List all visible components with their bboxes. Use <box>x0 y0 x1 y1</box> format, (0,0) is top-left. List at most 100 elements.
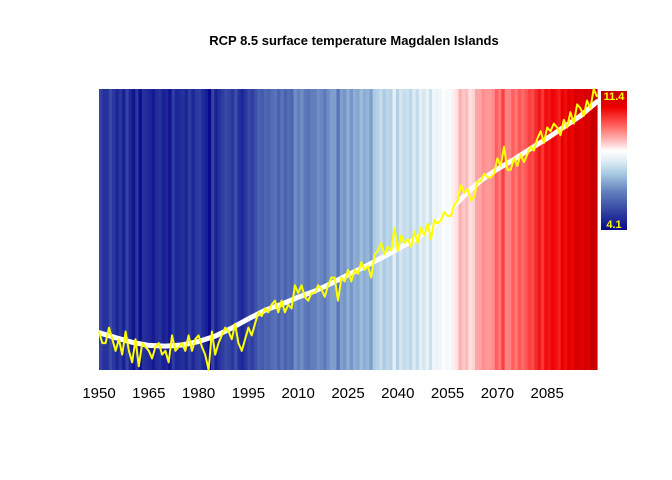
stripe-2069 <box>491 89 496 370</box>
stripe-2052 <box>435 89 440 370</box>
stripe-1995 <box>247 89 252 370</box>
stripe-2029 <box>359 89 364 370</box>
stripe-1972 <box>171 89 176 370</box>
stripe-2027 <box>352 89 357 370</box>
stripe-2063 <box>471 89 476 370</box>
stripe-1989 <box>227 89 232 370</box>
stripe-2068 <box>488 89 493 370</box>
stripe-2028 <box>356 89 361 370</box>
stripe-2099 <box>590 89 595 370</box>
stripe-2023 <box>339 89 344 370</box>
stripe-1987 <box>221 89 225 370</box>
stripe-2061 <box>465 89 469 370</box>
stripe-2002 <box>270 89 275 370</box>
stripe-2081 <box>531 89 535 370</box>
stripe-2035 <box>379 89 384 370</box>
color-bar-min-label: 4.1 <box>606 219 621 231</box>
stripe-1973 <box>174 89 179 370</box>
stripe-2080 <box>527 89 532 370</box>
stripe-2058 <box>455 89 460 370</box>
stripe-1957 <box>122 89 126 370</box>
stripe-1982 <box>204 89 209 370</box>
temperature-lines <box>96 88 600 371</box>
stripe-2033 <box>372 89 377 370</box>
stripe-2012 <box>303 89 308 370</box>
stripe-2005 <box>280 89 285 370</box>
x-tick-label: 2085 <box>531 385 564 402</box>
x-tick-label: 2025 <box>331 385 364 402</box>
stripe-1978 <box>191 89 196 370</box>
stripe-2016 <box>316 89 321 370</box>
stripe-2057 <box>451 89 456 370</box>
stripe-2065 <box>478 89 483 370</box>
stripe-1961 <box>135 89 140 370</box>
stripe-2006 <box>283 89 288 370</box>
stripe-2060 <box>461 89 466 370</box>
stripe-1994 <box>244 89 249 370</box>
x-tick-label: 2010 <box>282 385 315 402</box>
stripe-2070 <box>494 89 499 370</box>
stripe-2038 <box>389 89 394 370</box>
stripe-2086 <box>547 89 552 370</box>
stripe-2001 <box>267 89 272 370</box>
annual-temperature-line <box>98 88 598 371</box>
stripe-2020 <box>329 89 334 370</box>
stripe-1959 <box>128 89 133 370</box>
stripe-2072 <box>501 89 506 370</box>
stripe-2024 <box>343 89 347 370</box>
stripe-1962 <box>138 89 143 370</box>
stripe-1981 <box>201 89 206 370</box>
stripe-1980 <box>197 89 202 370</box>
stripe-1970 <box>164 89 169 370</box>
stripe-2015 <box>313 89 318 370</box>
stripe-2017 <box>319 89 324 370</box>
stripe-2073 <box>504 89 509 370</box>
stripe-2079 <box>524 89 529 370</box>
stripe-2089 <box>557 89 562 370</box>
x-tick-label: 1965 <box>132 385 165 402</box>
stripe-2088 <box>554 89 559 370</box>
stripe-2100 <box>593 89 598 370</box>
stripe-2048 <box>422 89 427 370</box>
stripe-1965 <box>148 89 153 370</box>
stripe-2084 <box>540 89 545 370</box>
stripe-1976 <box>184 89 189 370</box>
stripe-2093 <box>570 89 575 370</box>
stripe-2013 <box>306 89 311 370</box>
stripe-1977 <box>188 89 192 370</box>
stripe-2062 <box>468 89 473 370</box>
stripe-2009 <box>293 89 298 370</box>
stripe-2074 <box>507 89 512 370</box>
stripe-2091 <box>564 89 568 370</box>
stripe-2051 <box>432 89 436 370</box>
stripe-1984 <box>211 89 216 370</box>
stripe-2019 <box>326 89 331 370</box>
stripe-2053 <box>438 89 443 370</box>
stripe-2043 <box>405 89 410 370</box>
stripe-2046 <box>415 89 420 370</box>
stripe-2087 <box>550 89 555 370</box>
stripe-2059 <box>458 89 463 370</box>
stripe-1996 <box>250 89 255 370</box>
stripe-2085 <box>544 89 549 370</box>
stripe-2076 <box>514 89 519 370</box>
stripe-2025 <box>346 89 351 370</box>
stripe-2064 <box>474 89 479 370</box>
stripe-2022 <box>336 89 341 370</box>
stripe-1974 <box>178 89 183 370</box>
stripe-1971 <box>168 89 173 370</box>
stripe-2045 <box>412 89 417 370</box>
stripe-1967 <box>155 89 159 370</box>
stripe-1952 <box>105 89 110 370</box>
stripe-1979 <box>194 89 199 370</box>
stripe-2067 <box>484 89 489 370</box>
stripe-1953 <box>108 89 113 370</box>
stripe-1955 <box>115 89 120 370</box>
stripe-2026 <box>349 89 354 370</box>
stripe-1991 <box>234 89 239 370</box>
stripe-2082 <box>534 89 539 370</box>
stripe-2054 <box>441 89 446 370</box>
x-tick-label: 1995 <box>232 385 265 402</box>
stripe-2097 <box>583 89 588 370</box>
stripe-1956 <box>118 89 123 370</box>
